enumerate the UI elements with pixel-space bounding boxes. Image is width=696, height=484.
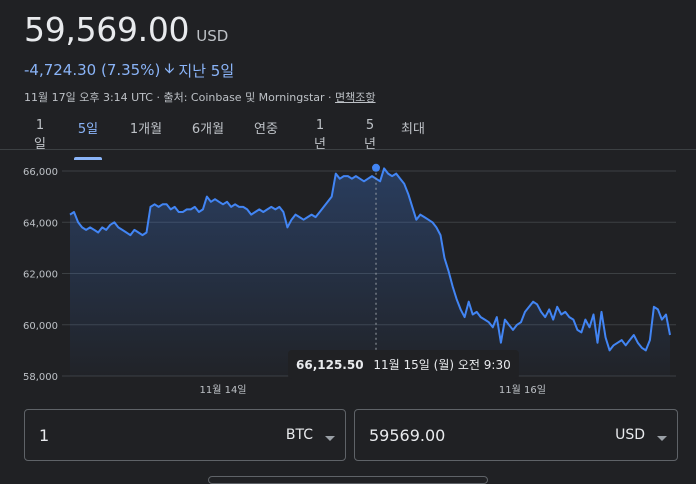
tooltip-datetime: 11월 15일 (월) 오전 9:30	[373, 358, 511, 372]
y-tick-label: 60,000	[23, 321, 58, 332]
tooltip-value: 66,125.50	[296, 358, 364, 372]
currency-label: USD	[196, 27, 229, 45]
x-axis-ticks: 11월 14일 11월 16일	[199, 384, 545, 396]
hover-dot	[372, 163, 380, 172]
tab-max[interactable]: 최대	[401, 122, 425, 137]
timestamp: 11월 17일 오후 3:14 UTC	[24, 91, 153, 104]
tab-5y[interactable]: 5년	[364, 118, 376, 152]
tab-6m[interactable]: 6개월	[191, 122, 225, 137]
from-unit-select[interactable]: BTC	[285, 427, 313, 443]
tab-1m[interactable]: 1개월	[129, 122, 163, 137]
from-amount-input[interactable]: 1	[39, 425, 50, 445]
dropdown-caret-icon[interactable]	[657, 435, 667, 441]
converter-from[interactable]: 1 BTC	[24, 409, 346, 461]
change-period: 지난 5일	[178, 61, 235, 80]
price-change: -4,724.30 (7.35%) 🡫 지난 5일	[24, 58, 234, 82]
arrow-down-icon: 🡫	[164, 61, 175, 77]
data-source: 출처: Coinbase 및 Morningstar	[163, 91, 325, 104]
tab-ytd[interactable]: 연중	[254, 122, 278, 137]
disclaimer-link[interactable]: 면책조항	[335, 91, 376, 104]
range-tabs: 1일 5일 1개월 6개월 연중 1년 5년 최대	[20, 116, 426, 160]
current-price: 59,569.00	[24, 10, 190, 49]
y-axis-ticks: 66,000 64,000 62,000 60,000 58,000	[23, 167, 58, 383]
y-tick-label: 66,000	[23, 167, 58, 178]
x-tick-label: 11월 16일	[499, 384, 546, 396]
x-tick-label: 11월 14일	[199, 384, 246, 396]
price-area	[70, 168, 670, 376]
y-tick-label: 58,000	[23, 372, 58, 383]
dropdown-caret-icon[interactable]	[325, 435, 335, 441]
tabs-divider	[0, 149, 696, 150]
to-unit-select[interactable]: USD	[615, 427, 645, 443]
bottom-button-edge[interactable]	[208, 476, 488, 484]
y-tick-label: 64,000	[23, 218, 58, 229]
price-line	[69, 167, 671, 352]
price-row: 59,569.00 USD	[24, 10, 228, 49]
tab-5d[interactable]: 5일	[74, 116, 102, 160]
to-amount-input[interactable]: 59569.00	[369, 425, 446, 445]
change-value: -4,724.30 (7.35%)	[24, 61, 161, 79]
quote-meta: 11월 17일 오후 3:14 UTC · 출처: Coinbase 및 Mor…	[24, 91, 376, 104]
tab-1y[interactable]: 1년	[314, 118, 326, 152]
converter-to[interactable]: 59569.00 USD	[354, 409, 678, 461]
tab-1d[interactable]: 1일	[34, 118, 46, 152]
y-tick-label: 62,000	[23, 270, 58, 281]
chart-tooltip: 66,125.50 11월 15일 (월) 오전 9:30	[288, 350, 519, 379]
